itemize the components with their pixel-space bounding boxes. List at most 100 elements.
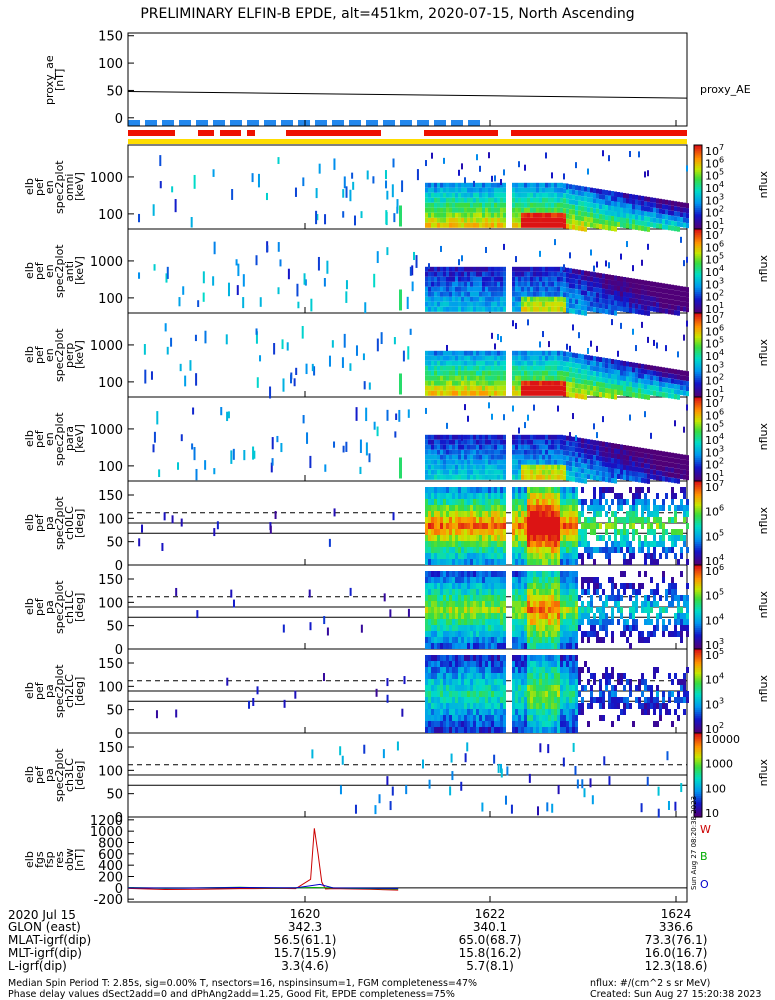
spec-4-cell xyxy=(527,459,530,465)
spec-2-cell xyxy=(443,276,446,282)
spec-1-cell xyxy=(674,201,677,207)
pa-5-cell xyxy=(677,505,680,511)
spec-4-cell xyxy=(440,469,443,475)
spec-3-cell xyxy=(647,389,650,395)
spec-2-cell xyxy=(491,276,494,282)
pa-6-cell xyxy=(434,577,437,583)
pa-6-cell xyxy=(449,643,452,649)
pa-5-cell xyxy=(452,487,455,493)
pa-6-cell xyxy=(470,607,473,613)
spec-3-cell xyxy=(614,359,617,365)
spec-2-cell xyxy=(668,294,671,300)
spec-4-cell xyxy=(533,474,536,480)
pa-5-cell xyxy=(440,523,443,529)
pa-5-cell xyxy=(632,511,635,517)
pa-6-cell xyxy=(437,643,440,649)
spec-2-cell xyxy=(455,306,458,312)
spec-3-cell xyxy=(545,390,548,396)
spec-3-cell xyxy=(665,392,668,398)
pa-6-cell xyxy=(488,619,491,625)
spec-1-cell xyxy=(671,225,674,231)
spec-3-cell xyxy=(659,366,662,372)
pa-6-cell xyxy=(485,613,488,619)
spec-1-cell xyxy=(452,217,455,223)
pa-6-cell xyxy=(467,631,470,637)
pa-5-cell xyxy=(545,505,548,511)
pa-6-cell xyxy=(455,619,458,625)
pa-5-cell xyxy=(623,553,626,559)
spec-4-speck-6 xyxy=(232,448,235,460)
pa-5-cell xyxy=(551,505,554,511)
spec-3-cell xyxy=(521,350,524,356)
spec-4-cell xyxy=(521,434,524,440)
spec-4-cell xyxy=(674,473,677,479)
spec-1-cell xyxy=(452,212,455,218)
pa-5-cell xyxy=(593,547,596,553)
spec-1-cell xyxy=(575,185,578,191)
spec-4-cell xyxy=(587,449,590,455)
colorbar-tick-7-3: 102 xyxy=(705,721,724,736)
pa-6-cell xyxy=(452,631,455,637)
pa-6-cell xyxy=(494,607,497,613)
pa-5-cell xyxy=(638,541,641,547)
spec-3-cell xyxy=(500,365,503,371)
pa-5-cell xyxy=(533,553,536,559)
spec-4-cell xyxy=(641,452,644,458)
spec-2-cell xyxy=(566,267,569,273)
spec-2-cell xyxy=(563,272,566,278)
pa-5-cell xyxy=(575,547,578,553)
colorbar-2-cell-17 xyxy=(694,264,702,268)
spec-1-cell xyxy=(590,222,593,228)
spec-3-cell xyxy=(551,385,554,391)
pa-6-cell xyxy=(494,601,497,607)
pa-6-cell xyxy=(524,631,527,637)
spec-1-cell xyxy=(464,212,467,218)
pa-5-cell xyxy=(479,499,482,505)
pa-5-cell xyxy=(557,535,560,541)
pa-5-cell xyxy=(497,517,500,523)
pa-6-cell xyxy=(530,625,533,631)
colorbar-2-cell-15 xyxy=(694,260,702,264)
spec-4-spike xyxy=(602,416,604,423)
pa-5-cell xyxy=(662,499,665,505)
spec-1-cell xyxy=(569,189,572,195)
spec-4-cell xyxy=(491,474,494,480)
spec-4-cell xyxy=(551,469,554,475)
colorbar-1-cell-5 xyxy=(694,155,702,159)
spec-3-cell xyxy=(524,385,527,391)
pa-6-cell xyxy=(425,637,428,643)
spec-4-cell xyxy=(578,442,581,448)
pa-6-cell xyxy=(428,625,431,631)
spec-3-cell xyxy=(518,375,521,381)
pa-5-cell xyxy=(527,559,530,565)
spec-2-cell xyxy=(539,306,542,312)
ytick-7-3: 0 xyxy=(115,727,123,742)
pa-5-cell xyxy=(428,493,431,499)
spec-3-cell xyxy=(527,390,530,396)
spec-4-cell xyxy=(539,454,542,460)
pa-5-cell xyxy=(449,511,452,517)
spec-1-cell xyxy=(572,199,575,205)
pa-5-cell xyxy=(479,493,482,499)
spec-2-speck-24 xyxy=(242,274,245,287)
spec-4-cell xyxy=(494,464,497,470)
spec-4-cell xyxy=(452,464,455,470)
spec-4-cell xyxy=(446,474,449,480)
pa-5-cell xyxy=(641,523,644,529)
spec-2-cell xyxy=(458,301,461,307)
spec-4-cell xyxy=(533,434,536,440)
spec-1-cell xyxy=(587,192,590,198)
pa-5-cell xyxy=(536,541,539,547)
spec-2-cell xyxy=(443,296,446,302)
pa-5-cell xyxy=(464,505,467,511)
spec-1-cell xyxy=(599,189,602,195)
pa-5-cell xyxy=(530,499,533,505)
spec-1-cell xyxy=(455,207,458,213)
pa-5-cell xyxy=(485,487,488,493)
spec-1-cell xyxy=(551,202,554,208)
spec-3-cell xyxy=(554,380,557,386)
pa-6-cell xyxy=(527,643,530,649)
pa-6-cell xyxy=(443,637,446,643)
pa-5-cell xyxy=(473,529,476,535)
pa-5-cell xyxy=(572,493,575,499)
